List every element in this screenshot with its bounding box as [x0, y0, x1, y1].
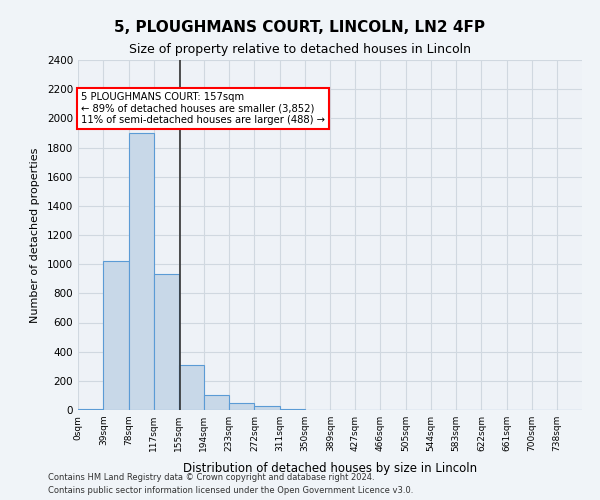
Bar [254, 406, 280, 410]
Y-axis label: Number of detached properties: Number of detached properties [30, 148, 40, 322]
Text: Contains HM Land Registry data © Crown copyright and database right 2024.: Contains HM Land Registry data © Crown c… [48, 474, 374, 482]
Bar [204, 396, 229, 410]
Text: 5, PLOUGHMANS COURT, LINCOLN, LN2 4FP: 5, PLOUGHMANS COURT, LINCOLN, LN2 4FP [115, 20, 485, 35]
Bar [229, 404, 254, 410]
Text: Size of property relative to detached houses in Lincoln: Size of property relative to detached ho… [129, 42, 471, 56]
Text: 5 PLOUGHMANS COURT: 157sqm
← 89% of detached houses are smaller (3,852)
11% of s: 5 PLOUGHMANS COURT: 157sqm ← 89% of deta… [81, 92, 325, 126]
Bar [128, 133, 154, 410]
Text: Contains public sector information licensed under the Open Government Licence v3: Contains public sector information licen… [48, 486, 413, 495]
Bar [154, 274, 179, 410]
Bar [179, 365, 204, 410]
X-axis label: Distribution of detached houses by size in Lincoln: Distribution of detached houses by size … [183, 462, 477, 475]
Bar [103, 261, 128, 410]
